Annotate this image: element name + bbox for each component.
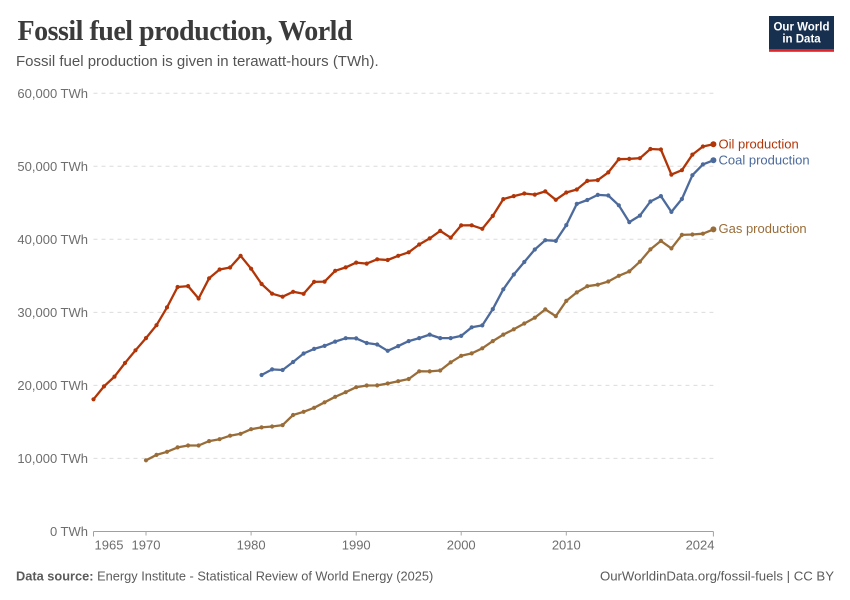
- svg-text:50,000 TWh: 50,000 TWh: [17, 159, 88, 174]
- svg-text:OurWorldinData.org/fossil-fuel: OurWorldinData.org/fossil-fuels | CC BY: [600, 569, 834, 584]
- svg-text:1980: 1980: [237, 538, 266, 553]
- svg-text:1965: 1965: [95, 538, 124, 553]
- svg-text:30,000 TWh: 30,000 TWh: [17, 305, 88, 320]
- svg-text:2000: 2000: [447, 538, 476, 553]
- svg-text:1970: 1970: [132, 538, 161, 553]
- svg-text:40,000 TWh: 40,000 TWh: [17, 232, 88, 247]
- svg-text:Our World: Our World: [773, 22, 829, 34]
- svg-text:2024: 2024: [686, 538, 715, 553]
- svg-text:60,000 TWh: 60,000 TWh: [17, 86, 88, 101]
- svg-text:0 TWh: 0 TWh: [50, 524, 88, 539]
- svg-text:Oil production: Oil production: [719, 137, 799, 152]
- svg-text:in Data: in Data: [782, 34, 821, 46]
- svg-text:Fossil fuel production is give: Fossil fuel production is given in teraw…: [16, 53, 379, 70]
- svg-text:Fossil fuel production, World: Fossil fuel production, World: [18, 16, 353, 47]
- svg-text:1990: 1990: [342, 538, 371, 553]
- svg-text:Data source: Energy Institute: Data source: Energy Institute - Statisti…: [16, 569, 433, 584]
- svg-text:Coal production: Coal production: [719, 153, 810, 168]
- svg-text:10,000 TWh: 10,000 TWh: [17, 451, 88, 466]
- svg-text:20,000 TWh: 20,000 TWh: [17, 378, 88, 393]
- svg-text:2010: 2010: [552, 538, 581, 553]
- svg-text:Gas production: Gas production: [719, 221, 807, 236]
